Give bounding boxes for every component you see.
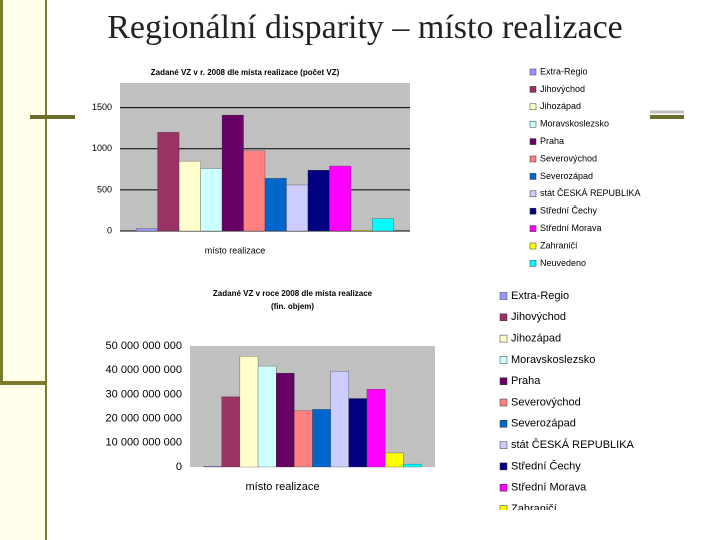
bar <box>203 466 222 468</box>
legend-swatch <box>499 377 508 385</box>
y-tick-label: 30 000 000 000 <box>106 388 182 400</box>
chart: Zadané VZ v roce 2008 dle místa realizac… <box>80 285 645 515</box>
legend-label: Severovýchod <box>540 153 597 163</box>
chart-subtitle: (fin. objem) <box>271 302 314 311</box>
x-axis-label: místo realizace <box>205 245 266 255</box>
bar <box>264 178 287 232</box>
legend-label: Zahraničí <box>540 240 578 250</box>
bar <box>372 218 395 232</box>
legend-swatch <box>499 313 508 322</box>
bar <box>257 365 277 468</box>
bar <box>221 396 241 468</box>
legend-swatch <box>529 173 537 180</box>
bar <box>135 228 158 232</box>
side-strip <box>0 0 46 540</box>
y-tick-label: 10 000 000 000 <box>106 437 182 449</box>
bar <box>384 452 404 468</box>
legend-swatch <box>499 420 508 428</box>
legend-label: Severozápad <box>540 171 593 181</box>
legend-label: Střední Čechy <box>511 459 581 472</box>
legend-swatch <box>499 505 508 510</box>
legend-label: Neuvedeno <box>540 258 586 268</box>
legend-swatch <box>529 103 537 111</box>
bar <box>221 114 244 232</box>
y-tick-label: 0 <box>176 461 182 473</box>
legend-swatch <box>499 441 508 449</box>
legend-label: Extra-Regio <box>511 290 569 302</box>
bar <box>307 170 330 232</box>
legend-label: Střední Morava <box>540 223 602 233</box>
chart-title: Zadané VZ v r. 2008 dle místa realizace … <box>151 68 340 77</box>
legend-label: stát ČESKÁ REPUBLIKA <box>511 438 635 451</box>
legend-label: Střední Čechy <box>540 206 598 216</box>
legend-label: Moravskoslezsko <box>540 119 609 129</box>
legend-swatch <box>529 260 537 267</box>
legend-label: Extra-Regio <box>540 66 588 76</box>
bar <box>366 389 386 468</box>
bar <box>330 371 349 468</box>
legend-swatch <box>499 356 508 364</box>
bar <box>329 165 352 232</box>
y-tick-label: 1000 <box>92 143 112 153</box>
bar <box>286 184 309 232</box>
legend-swatch <box>529 225 537 232</box>
y-tick-label: 50 000 000 000 <box>106 340 182 352</box>
legend-label: stát ČESKÁ REPUBLIKA <box>540 188 641 198</box>
legend-label: Jihovýchod <box>540 84 585 94</box>
y-tick-label: 1500 <box>92 102 112 112</box>
legend-label: Zahraničí <box>511 503 557 515</box>
legend-swatch <box>529 120 537 128</box>
legend-label: Jihozápad <box>511 333 561 345</box>
legend-label: Severovýchod <box>511 396 581 408</box>
legend-label: Moravskoslezsko <box>511 354 595 366</box>
x-axis-label: místo realizace <box>246 481 320 493</box>
legend-swatch <box>529 207 537 215</box>
bar <box>350 230 373 232</box>
legend-swatch <box>499 483 508 492</box>
bar <box>243 150 266 232</box>
y-tick-label: 0 <box>107 225 112 235</box>
y-tick-label: 40 000 000 000 <box>106 364 182 376</box>
bar <box>294 410 313 468</box>
y-tick-label: 500 <box>97 184 112 194</box>
legend-swatch <box>529 68 537 76</box>
legend-label: Střední Morava <box>511 482 587 494</box>
chart: Zadané VZ v r. 2008 dle místa realizace … <box>75 63 650 270</box>
legend-swatch <box>529 138 537 145</box>
slide-title: Regionální disparity – místo realizace <box>107 9 623 46</box>
bar <box>178 160 201 232</box>
legend-swatch <box>499 462 508 471</box>
bar <box>276 372 295 468</box>
bar <box>312 409 331 468</box>
legend-swatch <box>499 398 508 407</box>
legend-label: Praha <box>511 375 541 387</box>
bar <box>403 463 422 468</box>
bar <box>157 132 180 232</box>
legend-label: Jihozápad <box>540 101 581 111</box>
bar <box>239 356 259 468</box>
legend-swatch <box>499 292 508 300</box>
bar <box>348 398 368 468</box>
legend-swatch <box>499 334 508 343</box>
legend-label: Praha <box>540 136 564 146</box>
chart-title: Zadané VZ v roce 2008 dle místa realizac… <box>213 289 373 298</box>
legend-label: Severozápad <box>511 418 576 430</box>
legend-swatch <box>529 155 537 163</box>
legend-label: Jihovýchod <box>511 311 566 323</box>
y-tick-label: 20 000 000 000 <box>106 413 182 425</box>
legend-swatch <box>529 242 537 250</box>
side-bar <box>0 0 3 383</box>
bar <box>200 168 223 232</box>
legend-swatch <box>529 86 537 93</box>
legend-swatch <box>529 190 537 198</box>
